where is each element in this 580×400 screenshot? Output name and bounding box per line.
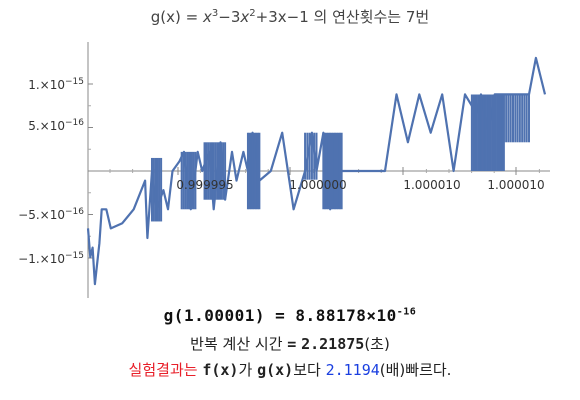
result-line-conclusion: 실험결과는 f(x)가 g(x)보다 2.1194(배)빠르다.	[128, 361, 452, 379]
chart-plot: 0.999995 1.000000 1.000010 1.000010	[86, 42, 550, 298]
y-tick-label: −1.×10−15	[18, 251, 84, 266]
chart-title: g(x) = x3−3x2+3x−1 의 연산횟수는 7번	[150, 8, 430, 26]
y-tick-label: 5.×10−16	[28, 118, 84, 133]
y-tick-label: −5.×10−16	[18, 207, 84, 222]
x-tick-label: 1.000010	[487, 178, 544, 192]
result-line-value: g(1.00001) = 8.88178×10-16	[163, 306, 417, 325]
x-tick-label: 1.000010	[403, 178, 460, 192]
x-tick-label: 0.999995	[176, 178, 233, 192]
result-line-time: 반복 계산 시간 = 2.21875(초)	[190, 335, 390, 353]
x-axis-tick-labels: 0.999995 1.000000 1.000010 1.000010	[176, 178, 544, 192]
y-tick-label: 1.×10−15	[28, 77, 84, 92]
x-tick-label: 1.000000	[289, 178, 346, 192]
series-group	[86, 56, 547, 286]
